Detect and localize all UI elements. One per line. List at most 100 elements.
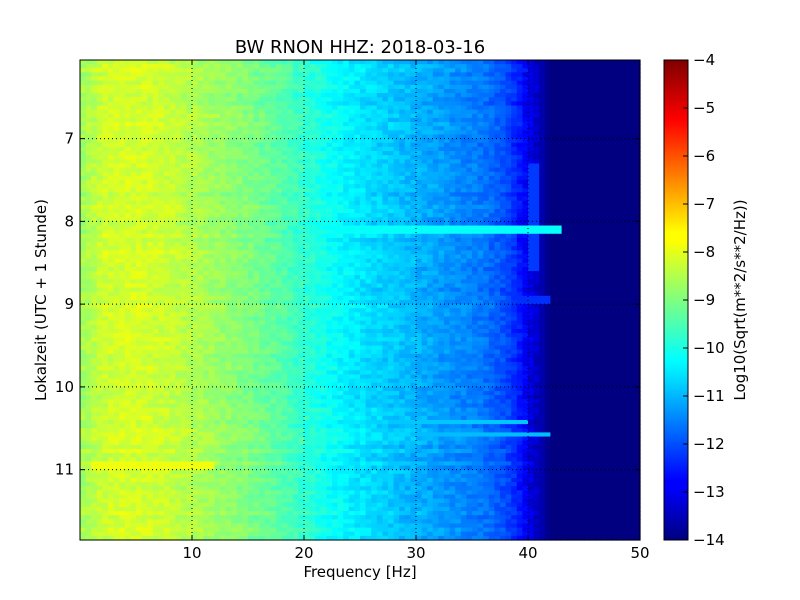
heatmap-cell [124, 180, 131, 185]
heatmap-cell [332, 88, 339, 94]
heatmap-cell [253, 97, 260, 102]
heatmap-cell [505, 151, 512, 156]
heatmap-cell [354, 237, 361, 243]
heatmap-cell [326, 122, 333, 127]
heatmap-cell [337, 97, 344, 102]
heatmap-cell [399, 97, 406, 102]
heatmap-cell [438, 208, 445, 214]
heatmap-cell [438, 217, 445, 222]
heatmap-cell [141, 163, 148, 169]
heatmap-cell [214, 101, 221, 107]
heatmap-cell [416, 184, 423, 189]
heatmap-cell [270, 233, 277, 239]
heatmap-cell [152, 134, 159, 140]
heatmap-cell [152, 188, 159, 194]
heatmap-cell [320, 134, 327, 140]
heatmap-cell [460, 134, 467, 140]
heatmap-cell [494, 188, 501, 194]
heatmap-cell [354, 229, 361, 235]
heatmap-cell [343, 60, 350, 65]
heatmap-cell [382, 229, 389, 235]
heatmap-cell [248, 242, 255, 247]
heatmap-cell [393, 229, 400, 235]
heatmap-cell [203, 88, 210, 94]
heatmap-cell [337, 101, 344, 107]
heatmap-cell [175, 237, 182, 243]
heatmap-cell [488, 155, 495, 160]
heatmap-cell [533, 93, 540, 98]
heatmap-cell [466, 64, 473, 69]
heatmap-cell [360, 142, 367, 148]
heatmap-cell [169, 151, 176, 156]
heatmap-cell [287, 192, 294, 198]
heatmap-cell [427, 180, 434, 185]
heatmap-cell [528, 105, 535, 111]
heatmap-cell [544, 242, 551, 247]
heatmap-cell [416, 180, 423, 185]
heatmap-cell [124, 221, 131, 227]
heatmap-cell [141, 204, 148, 210]
heatmap-cell [186, 138, 193, 144]
heatmap-cell [544, 204, 551, 210]
heatmap-cell [96, 134, 103, 140]
heatmap-cell [444, 68, 451, 74]
heatmap-cell [404, 76, 411, 82]
heatmap-cell [600, 80, 607, 86]
heatmap-cell [320, 72, 327, 78]
heatmap-cell [192, 138, 199, 144]
heatmap-cell [248, 113, 255, 119]
heatmap-cell [130, 221, 137, 227]
heatmap-cell [276, 208, 283, 214]
heatmap-cell [242, 233, 249, 239]
heatmap-cell [438, 250, 445, 256]
heatmap-cell [388, 68, 395, 74]
heatmap-cell [365, 200, 372, 206]
heatmap-cell [421, 101, 428, 107]
heatmap-cell [186, 117, 193, 123]
heatmap-cell [578, 225, 585, 231]
heatmap-cell [242, 151, 249, 156]
heatmap-cell [404, 130, 411, 136]
heatmap-cell [522, 242, 529, 247]
heatmap-cell [539, 229, 546, 235]
heatmap-cell [494, 200, 501, 206]
heatmap-cell [488, 167, 495, 173]
heatmap-cell [472, 68, 479, 74]
heatmap-cell [354, 122, 361, 127]
heatmap-cell [589, 97, 596, 102]
heatmap-cell [572, 225, 579, 231]
heatmap-cell [337, 68, 344, 74]
heatmap-cell [259, 72, 266, 78]
heatmap-cell [561, 217, 568, 222]
heatmap-cell [634, 84, 641, 90]
heatmap-cell [164, 237, 171, 243]
heatmap-cell [528, 221, 535, 227]
heatmap-cell [522, 196, 529, 202]
heatmap-cell [354, 246, 361, 251]
heatmap-cell [567, 225, 574, 231]
heatmap-cell [270, 250, 277, 256]
heatmap-cell [175, 151, 182, 156]
heatmap-cell [281, 126, 288, 131]
heatmap-cell [292, 76, 299, 82]
heatmap-cell [197, 208, 204, 214]
heatmap-cell [494, 225, 501, 231]
heatmap-cell [578, 163, 585, 169]
heatmap-cell [550, 192, 557, 198]
heatmap-cell [264, 200, 271, 206]
heatmap-cell [220, 213, 227, 218]
heatmap-cell [393, 101, 400, 107]
heatmap-cell [584, 204, 591, 210]
heatmap-cell [393, 233, 400, 239]
heatmap-cell [477, 84, 484, 90]
heatmap-cell [376, 105, 383, 111]
heatmap-cell [628, 60, 635, 65]
heatmap-cell [304, 80, 311, 86]
heatmap-cell [248, 155, 255, 160]
heatmap-cell [136, 213, 143, 218]
heatmap-cell [332, 254, 339, 260]
heatmap-cell [427, 138, 434, 144]
heatmap-cell [432, 151, 439, 156]
heatmap-cell [287, 258, 294, 264]
heatmap-cell [337, 180, 344, 185]
